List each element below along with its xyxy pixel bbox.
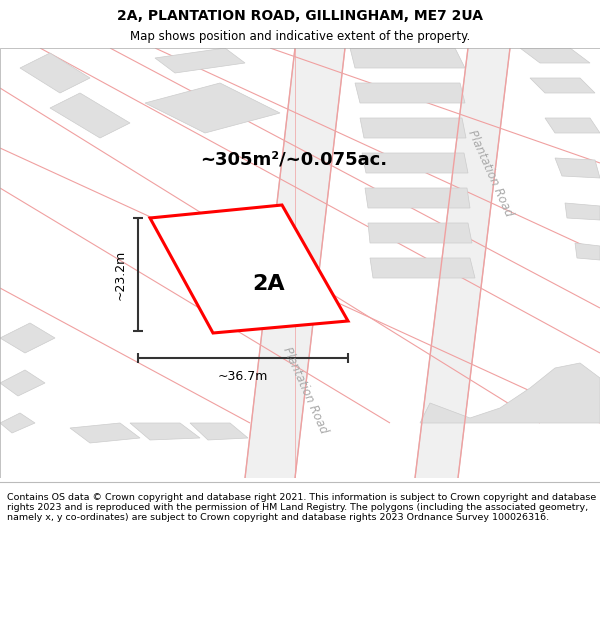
Polygon shape	[365, 188, 470, 208]
Polygon shape	[130, 423, 200, 440]
Polygon shape	[20, 53, 90, 93]
Polygon shape	[355, 83, 465, 103]
Polygon shape	[350, 48, 465, 68]
Polygon shape	[370, 258, 475, 278]
Polygon shape	[190, 423, 248, 440]
Polygon shape	[155, 48, 245, 73]
Polygon shape	[565, 203, 600, 220]
Polygon shape	[150, 205, 348, 333]
Text: 2A: 2A	[252, 274, 284, 294]
Text: Contains OS data © Crown copyright and database right 2021. This information is : Contains OS data © Crown copyright and d…	[7, 492, 596, 522]
Polygon shape	[70, 423, 140, 443]
Polygon shape	[362, 153, 468, 173]
Polygon shape	[245, 48, 345, 478]
Polygon shape	[545, 118, 600, 133]
Polygon shape	[145, 83, 280, 133]
Polygon shape	[555, 158, 600, 178]
Polygon shape	[420, 363, 600, 423]
Text: Map shows position and indicative extent of the property.: Map shows position and indicative extent…	[130, 30, 470, 42]
Polygon shape	[530, 78, 595, 93]
Polygon shape	[368, 223, 472, 243]
Polygon shape	[50, 93, 130, 138]
Polygon shape	[0, 370, 45, 396]
Text: ~23.2m: ~23.2m	[113, 249, 127, 299]
Polygon shape	[575, 243, 600, 260]
Polygon shape	[520, 48, 590, 63]
Text: 2A, PLANTATION ROAD, GILLINGHAM, ME7 2UA: 2A, PLANTATION ROAD, GILLINGHAM, ME7 2UA	[117, 9, 483, 22]
Polygon shape	[415, 48, 510, 478]
Text: ~305m²/~0.075ac.: ~305m²/~0.075ac.	[200, 151, 387, 169]
Polygon shape	[360, 118, 466, 138]
Polygon shape	[0, 323, 55, 353]
Polygon shape	[0, 413, 35, 433]
Text: Plantation Road: Plantation Road	[280, 344, 330, 436]
Text: Plantation Road: Plantation Road	[465, 127, 515, 218]
Text: ~36.7m: ~36.7m	[218, 369, 268, 382]
